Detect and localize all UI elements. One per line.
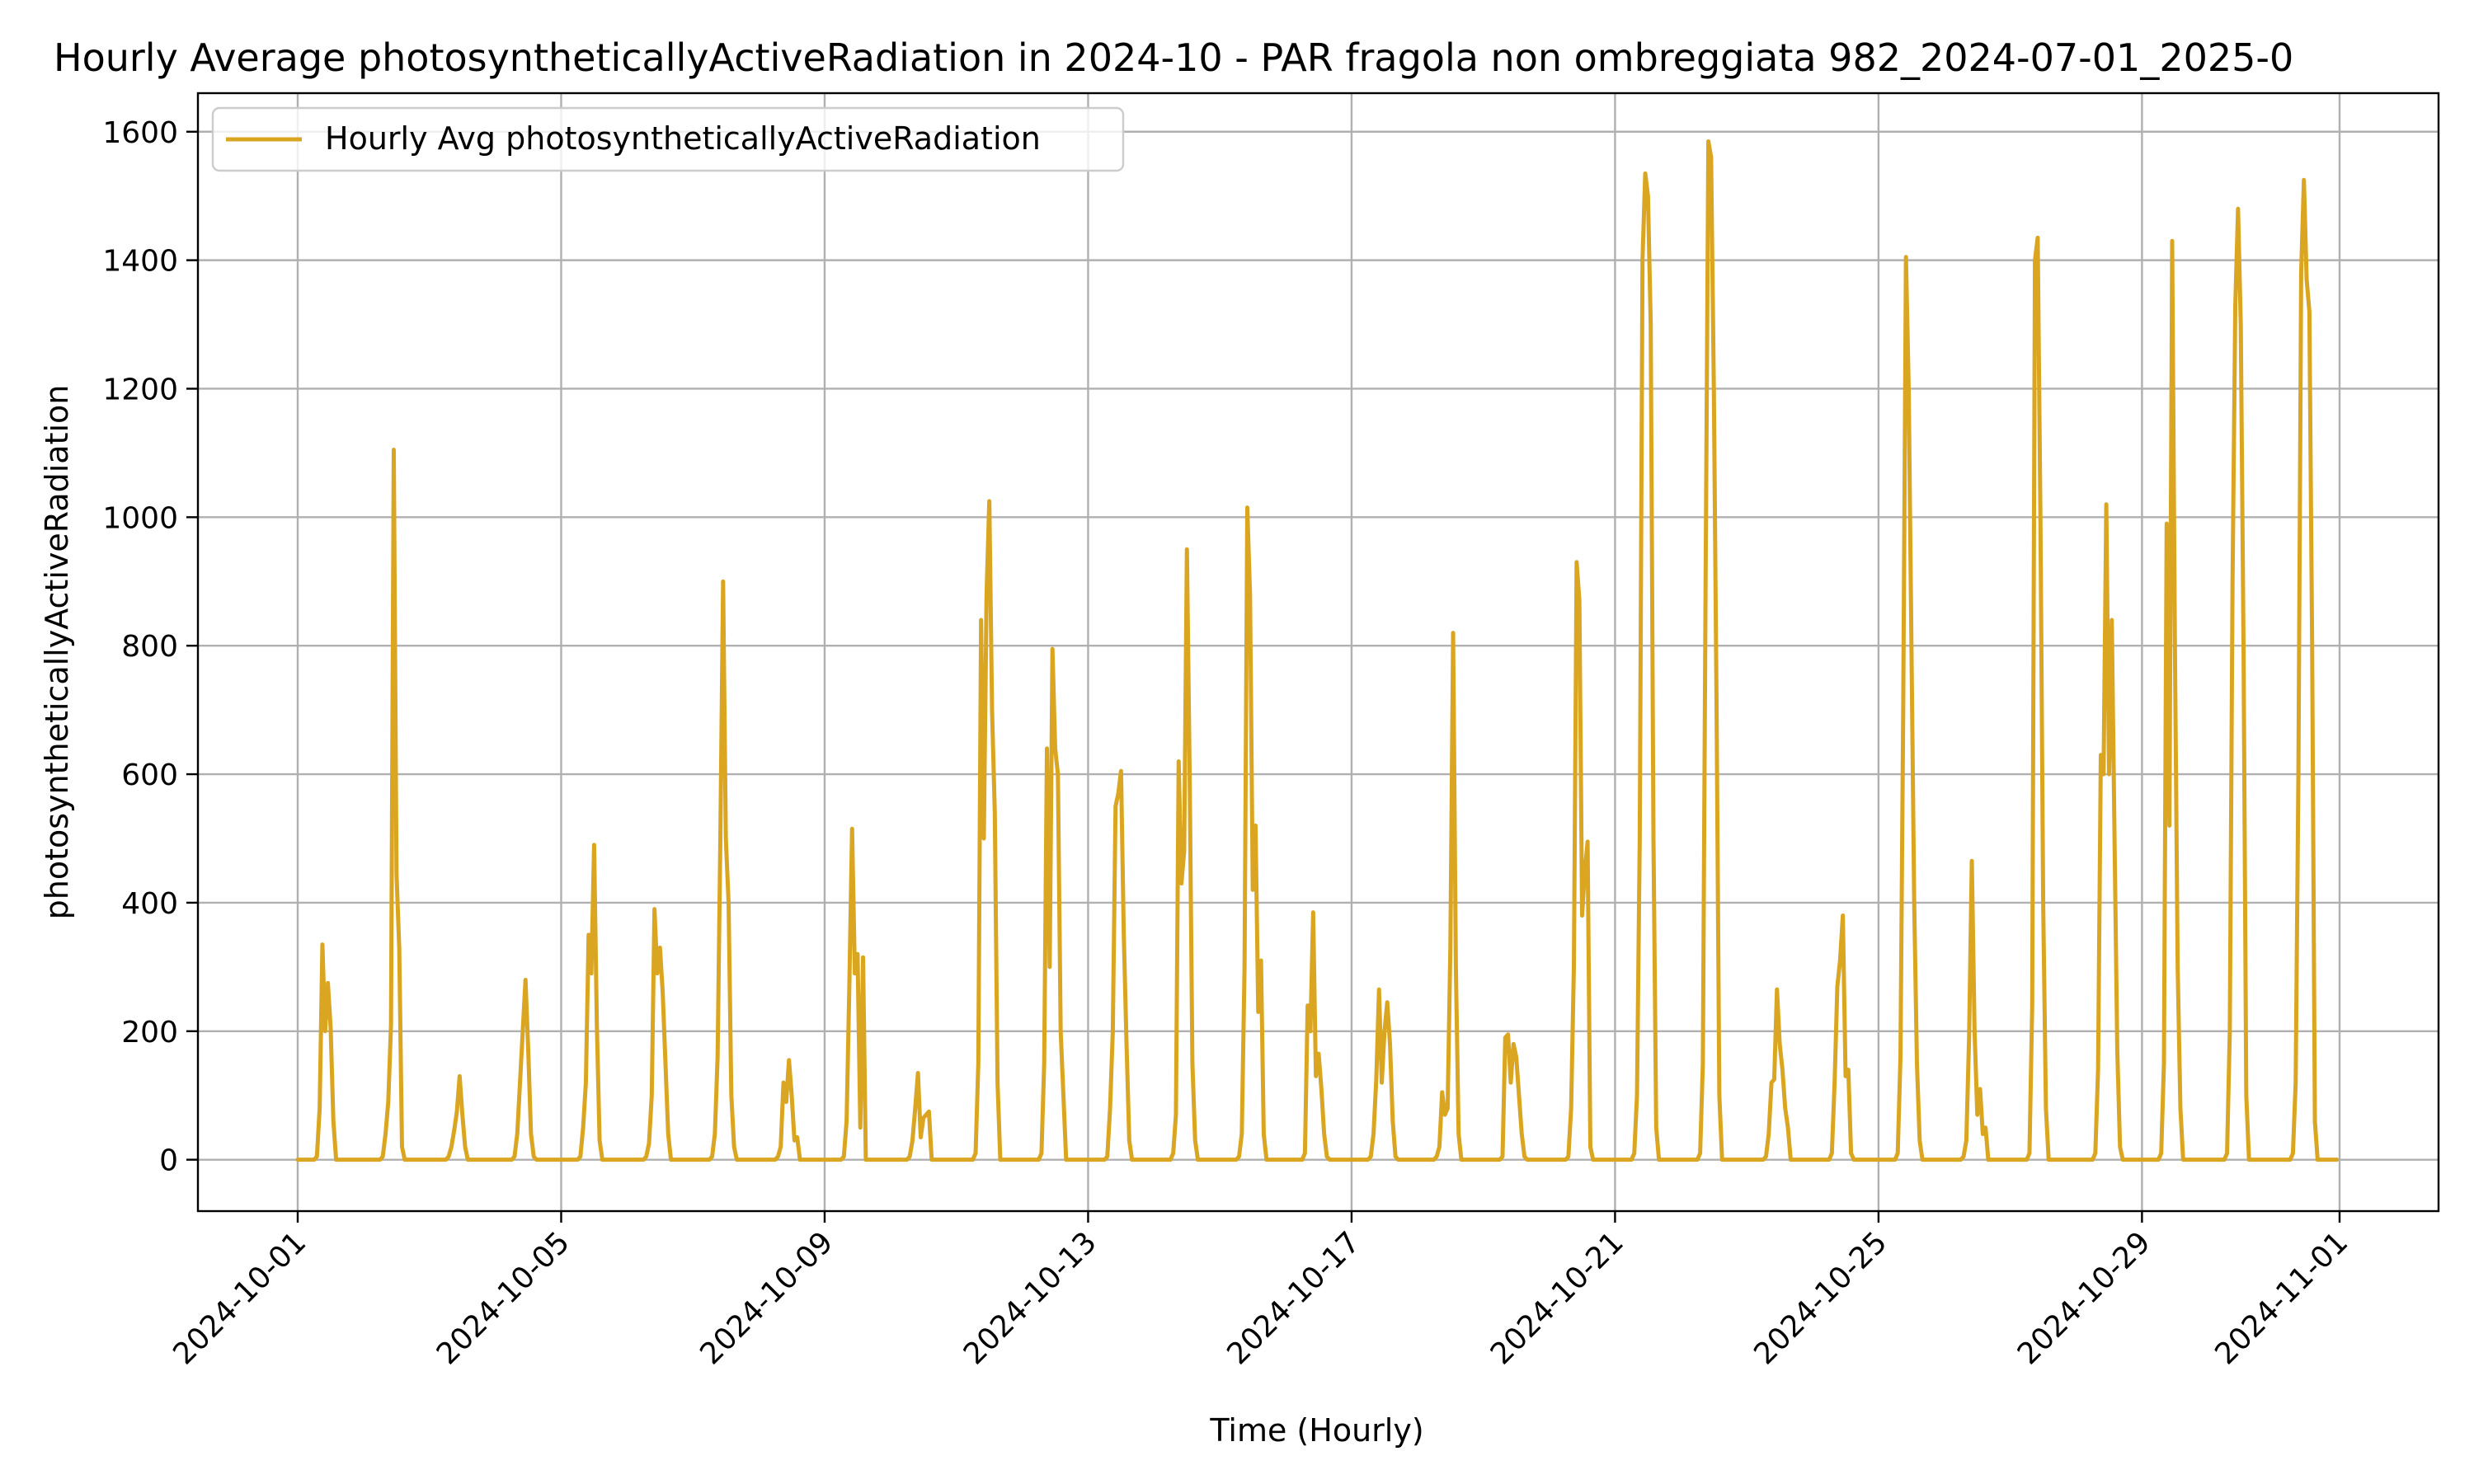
- plot-area-frame: [196, 92, 2440, 1213]
- series-layer: [295, 139, 2340, 1162]
- y-tick-label: 1600: [102, 116, 178, 150]
- x-tick-label: 2024-10-01: [167, 1225, 313, 1371]
- x-axis: 2024-10-01 2024-10-05 2024-10-09 2024-10-13…: [167, 1211, 2354, 1371]
- x-tick-label: 2024-11-01: [2208, 1225, 2354, 1371]
- x-tick-label: 2024-10-17: [1221, 1225, 1366, 1371]
- y-tick-label: 0: [159, 1144, 178, 1178]
- y-tick-label: 400: [121, 887, 178, 921]
- legend: Hourly Avg photosyntheticallyActiveRadia…: [211, 106, 1125, 172]
- x-tick-label: 2024-10-05: [430, 1225, 576, 1371]
- y-tick-label: 800: [121, 630, 178, 664]
- x-tick-label: 2024-10-25: [1747, 1225, 1893, 1371]
- y-tick-label: 200: [121, 1016, 178, 1050]
- x-tick-label: 2024-10-09: [694, 1225, 840, 1371]
- x-tick-label: 2024-10-29: [2011, 1225, 2157, 1371]
- x-tick-label: 2024-10-13: [957, 1225, 1103, 1371]
- x-tick-label: 2024-10-21: [1484, 1225, 1630, 1371]
- legend-box: [211, 106, 1125, 172]
- legend-entry-label: Hourly Avg photosyntheticallyActiveRadia…: [325, 120, 1041, 157]
- y-tick-label: 1200: [102, 373, 178, 406]
- y-tick-label: 600: [121, 758, 178, 792]
- y-tick-label: 1000: [102, 501, 178, 535]
- y-axis-label: photosyntheticallyActiveRadiation: [39, 385, 75, 920]
- grid-layer: [198, 93, 2439, 1211]
- chart-title: Hourly Average photosyntheticallyActiveR…: [54, 35, 2293, 80]
- y-tick-label: 1400: [102, 245, 178, 279]
- series-line-par: [295, 139, 2340, 1162]
- x-axis-label: Time (Hourly): [1209, 1412, 1423, 1449]
- y-axis: 0 200 400 600 800 1000 1200 1400 1600: [102, 116, 198, 1178]
